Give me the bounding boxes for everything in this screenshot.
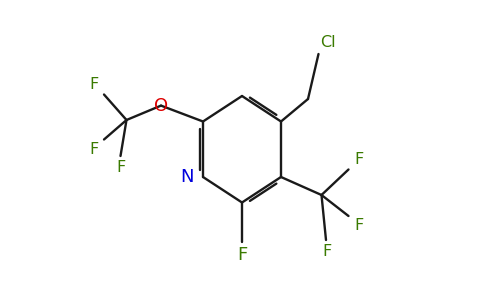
Text: Cl: Cl <box>320 35 335 50</box>
Text: F: F <box>237 246 247 264</box>
Text: O: O <box>154 97 168 115</box>
Text: F: F <box>354 218 363 233</box>
Text: N: N <box>181 168 194 186</box>
Text: F: F <box>90 77 99 92</box>
Text: F: F <box>354 152 363 167</box>
Text: F: F <box>90 142 99 157</box>
Text: F: F <box>323 244 332 260</box>
Text: F: F <box>117 160 126 175</box>
